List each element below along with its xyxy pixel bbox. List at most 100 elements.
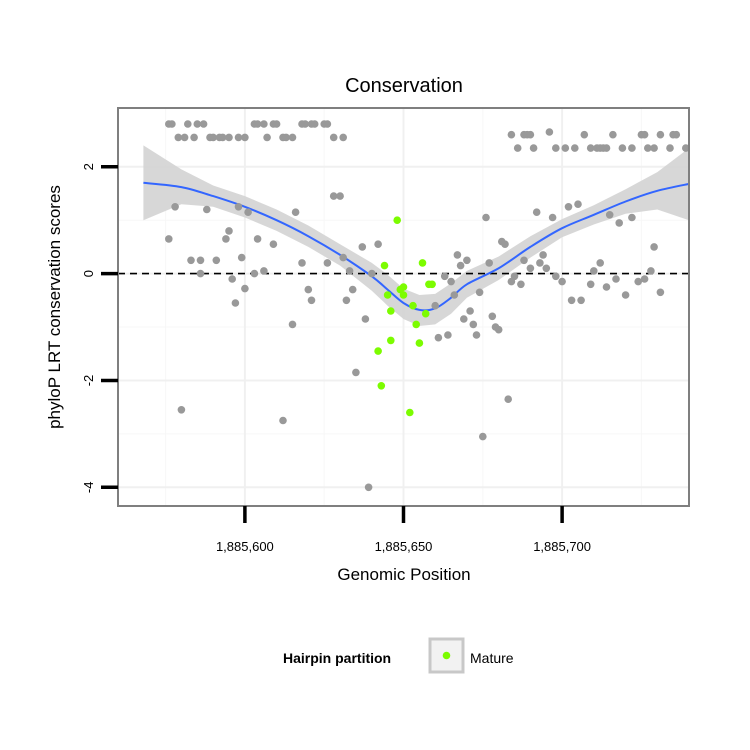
point-other xyxy=(545,128,554,136)
point-other xyxy=(231,299,240,307)
point-other xyxy=(672,130,681,139)
point-other xyxy=(644,144,652,152)
point-other xyxy=(339,133,348,142)
legend-mature-marker xyxy=(442,651,451,660)
point-other xyxy=(263,133,271,142)
point-other xyxy=(577,296,585,305)
point-other xyxy=(345,267,354,275)
legend-title: Hairpin partition xyxy=(283,650,391,666)
point-other xyxy=(526,264,535,273)
point-other xyxy=(222,235,230,243)
point-other xyxy=(323,120,332,128)
point-other xyxy=(307,296,316,305)
point-mature xyxy=(380,261,389,270)
point-other xyxy=(339,253,348,262)
point-other xyxy=(447,277,455,286)
point-other xyxy=(241,284,249,293)
point-other xyxy=(348,285,357,294)
point-other xyxy=(187,256,195,265)
point-other xyxy=(199,120,208,128)
y-tick-label: -4 xyxy=(81,482,96,494)
point-other xyxy=(539,251,547,259)
point-other xyxy=(165,235,173,243)
point-other xyxy=(650,144,658,152)
point-other xyxy=(180,133,189,142)
point-other xyxy=(571,144,579,152)
legend: Hairpin partition Mature xyxy=(283,637,514,674)
point-other xyxy=(517,280,525,289)
point-other xyxy=(440,272,449,281)
point-other xyxy=(368,269,376,278)
point-other xyxy=(323,259,332,267)
point-mature xyxy=(406,408,414,417)
chart-title: Conservation xyxy=(345,75,463,97)
point-other xyxy=(475,288,484,297)
x-tick-label: 1,885,600 xyxy=(216,539,274,554)
point-other xyxy=(501,240,509,248)
point-other xyxy=(282,133,290,142)
point-other xyxy=(640,130,649,139)
point-other xyxy=(574,200,582,208)
point-other xyxy=(450,291,459,299)
point-other xyxy=(260,120,268,128)
point-mature xyxy=(374,347,382,355)
point-other xyxy=(310,120,319,128)
point-other xyxy=(250,269,259,278)
point-other xyxy=(463,256,471,265)
point-other xyxy=(260,267,268,275)
point-other xyxy=(184,120,192,128)
point-other xyxy=(196,269,205,278)
point-other xyxy=(580,130,589,139)
point-other xyxy=(225,227,233,235)
x-tick-label: 1,885,650 xyxy=(375,539,433,554)
point-other xyxy=(374,240,382,248)
point-other xyxy=(586,144,595,152)
point-other xyxy=(552,272,560,281)
point-other xyxy=(618,144,627,152)
point-other xyxy=(548,213,557,222)
point-other xyxy=(536,259,544,267)
point-other xyxy=(304,285,313,294)
point-mature xyxy=(377,382,386,390)
point-other xyxy=(482,213,490,222)
y-tick-label: 2 xyxy=(81,163,96,170)
point-other xyxy=(212,256,221,265)
point-other xyxy=(291,208,300,216)
point-other xyxy=(209,133,217,142)
point-other xyxy=(288,133,297,142)
point-other xyxy=(647,267,655,275)
point-other xyxy=(190,133,198,142)
point-mature xyxy=(399,291,408,299)
point-mature xyxy=(409,301,417,310)
point-other xyxy=(253,235,262,243)
point-other xyxy=(444,331,452,339)
point-other xyxy=(532,208,541,216)
point-other xyxy=(558,277,566,286)
point-other xyxy=(241,133,249,142)
smooth-curve xyxy=(143,181,690,312)
point-other xyxy=(567,296,576,305)
point-other xyxy=(203,205,211,214)
point-other xyxy=(253,120,262,128)
point-mature xyxy=(393,216,402,224)
point-mature xyxy=(421,309,430,318)
point-other xyxy=(520,256,528,265)
point-other xyxy=(628,213,636,222)
point-other xyxy=(434,333,443,342)
y-axis-title: phyloP LRT conservation scores xyxy=(45,185,64,429)
point-other xyxy=(650,243,658,251)
point-other xyxy=(504,395,512,404)
point-other xyxy=(358,243,367,251)
point-other xyxy=(602,144,611,152)
point-other xyxy=(329,192,338,200)
point-other xyxy=(177,406,186,414)
point-other xyxy=(218,133,227,142)
point-other xyxy=(510,272,519,281)
point-other xyxy=(507,130,516,139)
legend-label-mature: Mature xyxy=(470,650,514,666)
point-other xyxy=(301,120,310,128)
point-other xyxy=(342,296,351,305)
point-other xyxy=(682,144,690,152)
point-other xyxy=(590,267,598,275)
point-other xyxy=(431,301,440,310)
